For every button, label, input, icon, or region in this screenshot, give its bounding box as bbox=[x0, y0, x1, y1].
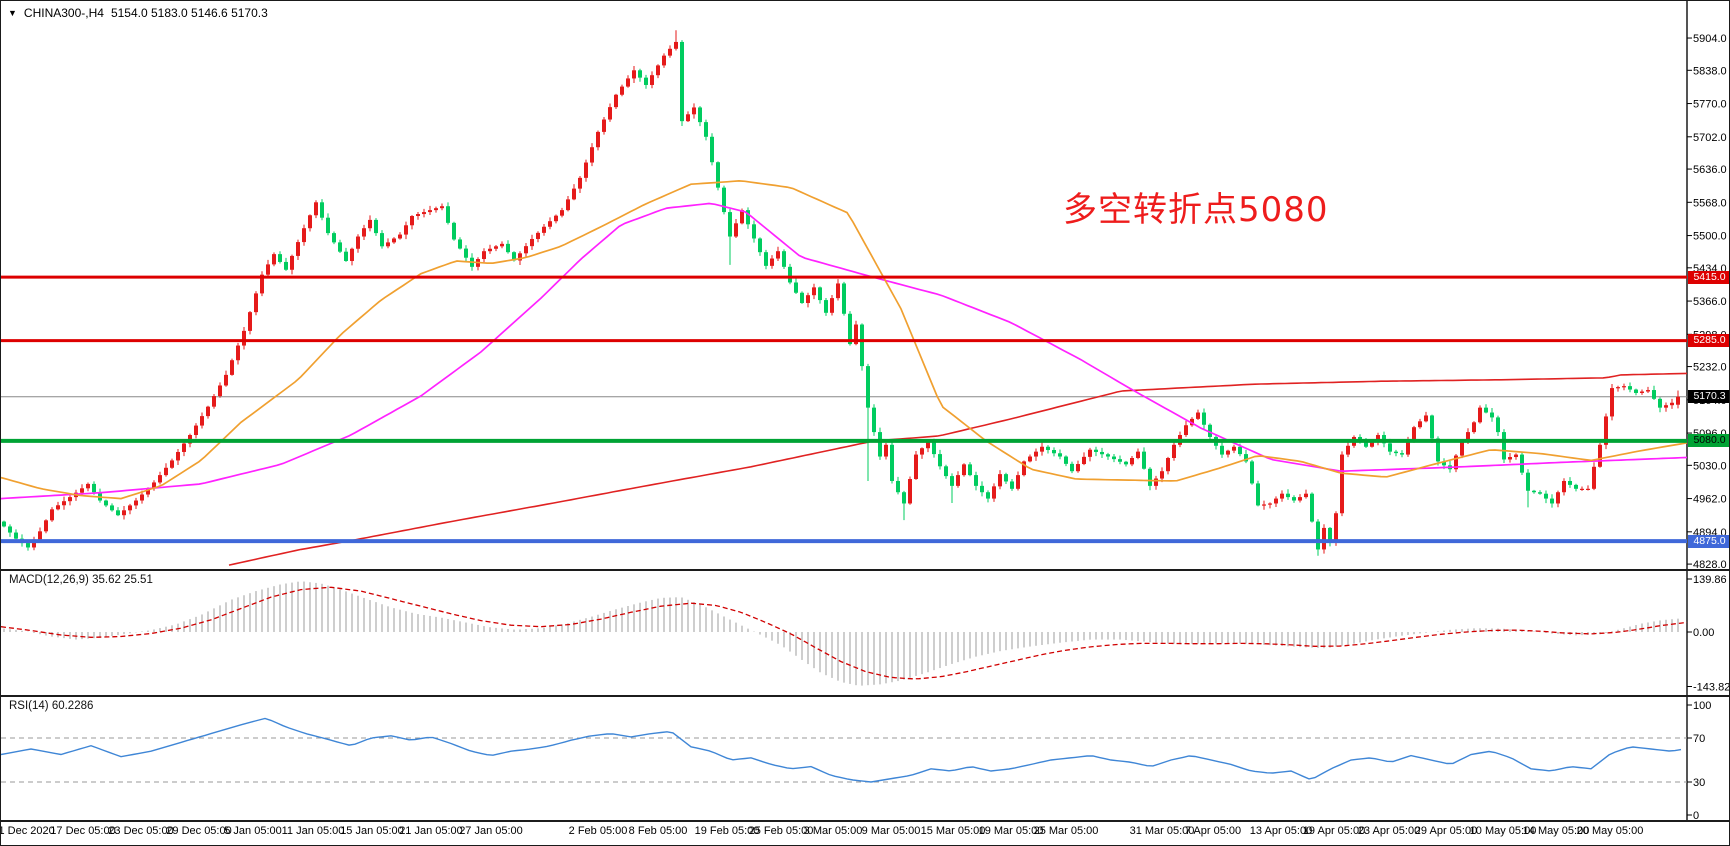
time-axis-label: 10 May 05:00 bbox=[1469, 825, 1537, 837]
price-axis-tick: 5636.0 bbox=[1693, 164, 1727, 176]
time-axis-label: 25 Feb 05:00 bbox=[748, 825, 814, 837]
time-axis-label: 25 Mar 05:00 bbox=[1033, 825, 1099, 837]
time-axis-label: 17 Dec 05:00 bbox=[50, 825, 116, 837]
macd-axis-tick: 139.86 bbox=[1693, 574, 1727, 586]
current-price-badge: 5170.3 bbox=[1688, 390, 1729, 404]
rsi-axis-tick: 0 bbox=[1693, 810, 1699, 820]
price-axis-tick: 5366.0 bbox=[1693, 296, 1727, 308]
chevron-down-icon: ▼ bbox=[8, 8, 17, 18]
time-axis-label: 23 Dec 05:00 bbox=[108, 825, 174, 837]
main-price-chart[interactable]: 5904.0 5838.0 5770.0 5702.0 5636.0 5568.0 5500… bbox=[1, 1, 1730, 569]
price-axis-tick: 4962.0 bbox=[1693, 494, 1727, 506]
time-axis-label: 29 Apr 05:00 bbox=[1414, 825, 1478, 837]
chart-annotation-text: 多空转折点5080 bbox=[1063, 190, 1329, 230]
price-axis-tick: 5232.0 bbox=[1693, 362, 1727, 374]
price-axis-tick: 4828.0 bbox=[1693, 559, 1727, 569]
rsi-axis-tick: 100 bbox=[1693, 700, 1711, 712]
time-axis-label: 11 Jan 05:00 bbox=[281, 825, 345, 837]
price-axis-tick: 5770.0 bbox=[1693, 99, 1727, 111]
level-price-badge: 5080.0 bbox=[1688, 434, 1729, 448]
time-axis-label: 19 Apr 05:00 bbox=[1302, 825, 1366, 837]
time-axis-label: 19 Feb 05:00 bbox=[694, 825, 760, 837]
level-price-badge: 5415.0 bbox=[1688, 270, 1729, 284]
price-axis-tick: 5568.0 bbox=[1693, 197, 1727, 209]
rsi-indicator-panel[interactable]: 100 70 30 0 bbox=[1, 697, 1730, 820]
panel-separator[interactable] bbox=[1, 695, 1729, 697]
price-axis-tick: 5030.0 bbox=[1693, 460, 1727, 472]
macd-axis-tick: 0.00 bbox=[1693, 627, 1714, 639]
level-price-badge: 4875.0 bbox=[1688, 534, 1729, 548]
rsi-label: RSI(14) 60.2286 bbox=[9, 700, 94, 712]
time-axis-label: 21 Jan 05:00 bbox=[399, 825, 463, 837]
time-axis-label: 5 Jan 05:00 bbox=[224, 825, 282, 837]
time-axis-label: 20 May 05:00 bbox=[1576, 825, 1644, 837]
rsi-axis-tick: 30 bbox=[1693, 777, 1705, 789]
time-axis-label: 11 Dec 2020 bbox=[1, 825, 55, 837]
rsi-axis-tick: 70 bbox=[1693, 733, 1705, 745]
macd-axis-tick: -143.82 bbox=[1693, 682, 1730, 694]
symbol-header: ▼ CHINA300-,H4 5154.0 5183.0 5146.6 5170… bbox=[8, 6, 268, 20]
time-axis-label: 19 Mar 05:00 bbox=[978, 825, 1044, 837]
price-axis-tick: 5838.0 bbox=[1693, 65, 1727, 77]
panel-separator[interactable] bbox=[1, 820, 1729, 822]
macd-label: MACD(12,26,9) 35.62 25.51 bbox=[9, 574, 153, 586]
ohlc-values: 5154.0 5183.0 5146.6 5170.3 bbox=[110, 6, 268, 20]
price-axis-tick: 5904.0 bbox=[1693, 33, 1727, 45]
time-axis-label: 2 Feb 05:00 bbox=[568, 825, 628, 837]
time-axis-label: 29 Dec 05:00 bbox=[166, 825, 232, 837]
price-axis-tick: 5500.0 bbox=[1693, 231, 1727, 243]
time-axis-label: 15 Mar 05:00 bbox=[920, 825, 986, 837]
time-axis-label: 8 Feb 05:00 bbox=[628, 825, 688, 837]
time-axis-label: 7 Apr 05:00 bbox=[1184, 825, 1242, 837]
symbol-timeframe-label: CHINA300-,H4 bbox=[23, 6, 104, 20]
time-axis-label: 31 Mar 05:00 bbox=[1129, 825, 1195, 837]
time-axis-label: 23 Apr 05:00 bbox=[1357, 825, 1421, 837]
price-axis-tick: 5702.0 bbox=[1693, 132, 1727, 144]
time-axis-label: 13 Apr 05:00 bbox=[1249, 825, 1313, 837]
time-axis-label: 14 May 05:00 bbox=[1522, 825, 1590, 837]
panel-separator[interactable] bbox=[1, 569, 1729, 571]
time-axis-label: 9 Mar 05:00 bbox=[861, 825, 921, 837]
time-axis-label: 15 Jan 05:00 bbox=[340, 825, 404, 837]
time-axis-label: 27 Jan 05:00 bbox=[459, 825, 523, 837]
time-axis-label: 3 Mar 05:00 bbox=[803, 825, 863, 837]
macd-indicator-panel[interactable]: 139.86 0.00 -143.82 bbox=[1, 571, 1730, 695]
level-price-badge: 5285.0 bbox=[1688, 334, 1729, 348]
